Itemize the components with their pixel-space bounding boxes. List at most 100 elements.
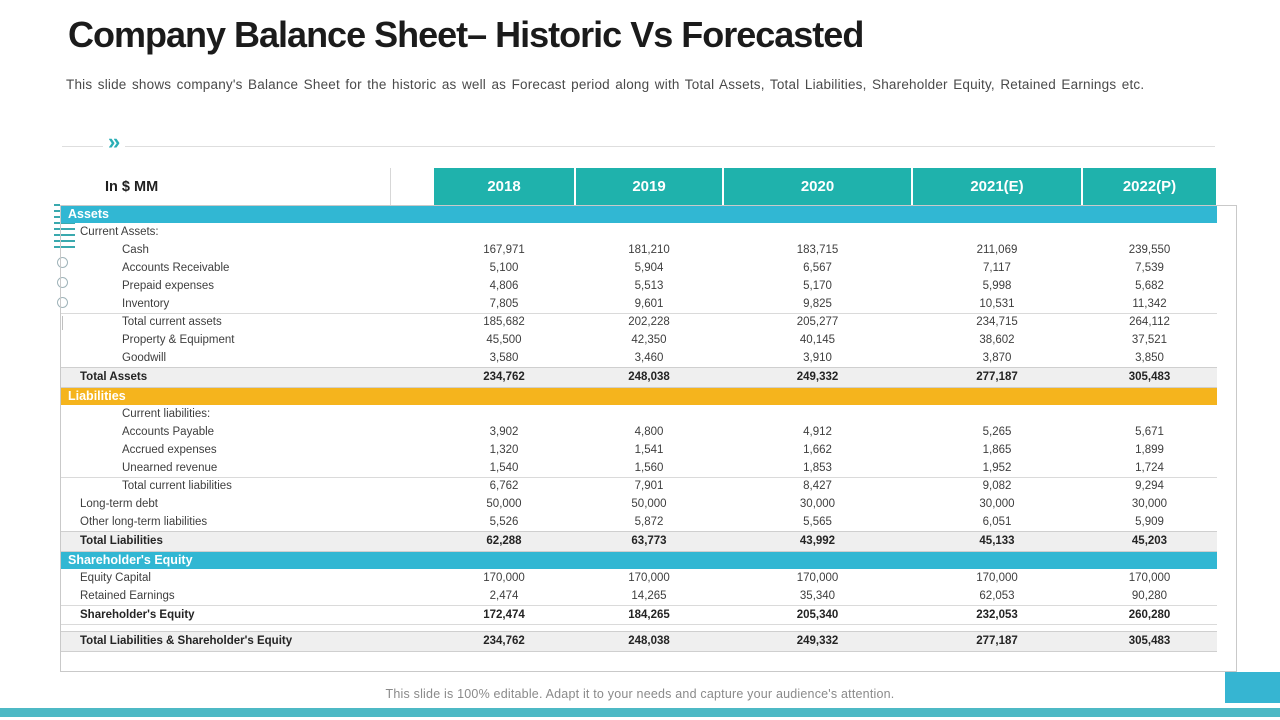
cell-value — [723, 223, 912, 241]
cell-value: 9,294 — [1135, 480, 1164, 493]
cell-value: 1,724 — [1082, 459, 1217, 478]
cell-value: 167,971 — [483, 244, 525, 256]
cell-value: 7,117 — [983, 262, 1011, 274]
divider-line — [62, 146, 1215, 147]
cell-value — [1082, 223, 1217, 241]
cell-value — [433, 223, 575, 241]
cell-value: 40,145 — [799, 334, 836, 346]
cell-value: 205,340 — [723, 605, 912, 625]
cell-value: 248,038 — [575, 630, 723, 652]
cell-value: 3,870 — [982, 351, 1012, 364]
row-label: Long-term debt — [80, 498, 158, 510]
cell-value: 184,265 — [575, 605, 723, 625]
row-label: Prepaid expenses — [122, 280, 215, 292]
cell-value: 11,342 — [1082, 295, 1217, 314]
table-row: Prepaid expenses 4,806 5,513 5,170 5,998 5,68… — [60, 277, 1217, 295]
balance-sheet-table: In $ MM 2018 2019 2020 2021(E) 2022(P) A… — [60, 168, 1237, 672]
table-row: Current liabilities: — [60, 405, 1217, 423]
row-label: Unearned revenue — [60, 459, 433, 478]
row-label: Total Liabilities — [60, 530, 433, 552]
cell-value: 35,340 — [723, 587, 912, 606]
cell-value: 249,332 — [723, 366, 912, 388]
cell-value: 1,320 — [489, 444, 519, 456]
table-row: Goodwill 3,580 3,460 3,910 3,870 3,850 — [60, 349, 1217, 367]
cell-value: 30,000 — [979, 498, 1015, 510]
double-chevron-icon: » — [103, 131, 126, 153]
section-band-label: Shareholder's Equity — [60, 551, 1217, 569]
table-row: Inventory 7,805 9,601 9,825 10,531 11,342 — [60, 295, 1217, 314]
cell-value: 50,000 — [631, 498, 667, 510]
cell-value: 6,051 — [982, 515, 1012, 528]
table-row: Other long-term liabilities 5,526 5,872 5,5… — [60, 513, 1217, 531]
section-band-row: Liabilities — [60, 387, 1217, 405]
row-label: Equity Capital — [80, 572, 151, 584]
cell-value: 3,460 — [634, 351, 664, 364]
row-label: Other long-term liabilities — [80, 515, 208, 528]
cell-value: 5,671 — [1135, 426, 1164, 438]
row-label: Inventory — [60, 295, 433, 314]
cell-value: 9,825 — [723, 295, 912, 314]
cell-value: 3,902 — [489, 426, 519, 438]
footer-note: This slide is 100% editable. Adapt it to… — [385, 687, 895, 701]
cell-value: 277,187 — [912, 630, 1082, 652]
cell-value: 37,521 — [1131, 334, 1168, 346]
cell-value: 5,265 — [982, 426, 1012, 438]
cell-value: 50,000 — [486, 498, 522, 510]
table-row: Retained Earnings 2,474 14,265 35,340 62,053… — [60, 587, 1217, 606]
spacer-cell — [60, 624, 1217, 631]
table-row: Property & Equipment 45,500 42,350 40,145 38… — [60, 331, 1217, 349]
cell-value: 5,904 — [634, 262, 664, 274]
table-row: Cash 167,971 181,210 183,715 211,069 239,550 — [60, 241, 1217, 259]
table-row: Accounts Payable 3,902 4,800 4,912 5,265 5,67… — [60, 423, 1217, 441]
cell-value: 234,762 — [433, 366, 575, 388]
cell-value: 5,909 — [1135, 515, 1164, 528]
cell-value: 1,662 — [803, 444, 832, 456]
cell-value: 185,682 — [483, 316, 525, 329]
row-label: Property & Equipment — [122, 334, 235, 346]
cell-value — [1082, 405, 1217, 423]
table-row: Equity Capital 170,000 170,000 170,000 170,0… — [60, 569, 1217, 587]
row-label: Total Assets — [60, 366, 433, 388]
table-row: Total current liabilities 6,762 7,901 8,427… — [60, 477, 1217, 495]
cell-value: 264,112 — [1129, 316, 1170, 329]
table-row: Total current assets 185,682 202,228 205,27… — [60, 313, 1217, 331]
balance-sheet: In $ MM 2018 2019 2020 2021(E) 2022(P) A… — [60, 168, 1218, 652]
cell-value: 170,000 — [628, 572, 670, 584]
page-title: Company Balance Sheet– Historic Vs Forec… — [68, 14, 864, 55]
cell-value: 239,550 — [1128, 244, 1171, 256]
cell-value: 43,992 — [723, 530, 912, 552]
cell-value: 1,560 — [575, 459, 723, 478]
row-label: Shareholder's Equity — [60, 605, 433, 625]
row-label: Total current liabilities — [122, 480, 232, 493]
cell-value: 5,100 — [489, 262, 519, 274]
cell-value: 5,682 — [1135, 280, 1164, 292]
cell-value: 7,901 — [634, 480, 664, 493]
cell-value: 42,350 — [631, 334, 667, 346]
cell-value: 248,038 — [575, 366, 723, 388]
cell-value: 3,910 — [803, 351, 832, 364]
cell-value: 45,500 — [486, 334, 522, 346]
cell-value: 5,526 — [489, 515, 519, 528]
row-label: Current Assets: — [80, 226, 159, 238]
cell-value: 205,277 — [796, 316, 839, 329]
cell-value: 5,872 — [634, 515, 664, 528]
cell-value: 30,000 — [799, 498, 836, 510]
table-row: Total Liabilities 62,288 63,773 43,992 45,13… — [60, 530, 1217, 552]
cell-value — [912, 223, 1082, 241]
cell-value: 181,210 — [628, 244, 670, 256]
year-header-2022p: 2022(P) — [1081, 168, 1218, 205]
cell-value: 211,069 — [976, 244, 1018, 256]
table-header-row: In $ MM 2018 2019 2020 2021(E) 2022(P) — [60, 168, 1218, 205]
section-band-row: Assets — [60, 205, 1217, 223]
cell-value: 30,000 — [1131, 498, 1168, 510]
section-band-label: Assets — [60, 205, 1217, 223]
cell-value: 4,912 — [803, 426, 832, 438]
cell-value: 9,601 — [575, 295, 723, 314]
row-label: Total Liabilities & Shareholder's Equity — [60, 630, 433, 652]
cell-value: 7,539 — [1135, 262, 1164, 274]
spacer-row — [60, 624, 1217, 631]
cell-value: 170,000 — [1128, 572, 1171, 584]
cell-value: 234,762 — [433, 630, 575, 652]
row-label: Current liabilities: — [122, 408, 211, 420]
cell-value: 170,000 — [483, 572, 525, 584]
